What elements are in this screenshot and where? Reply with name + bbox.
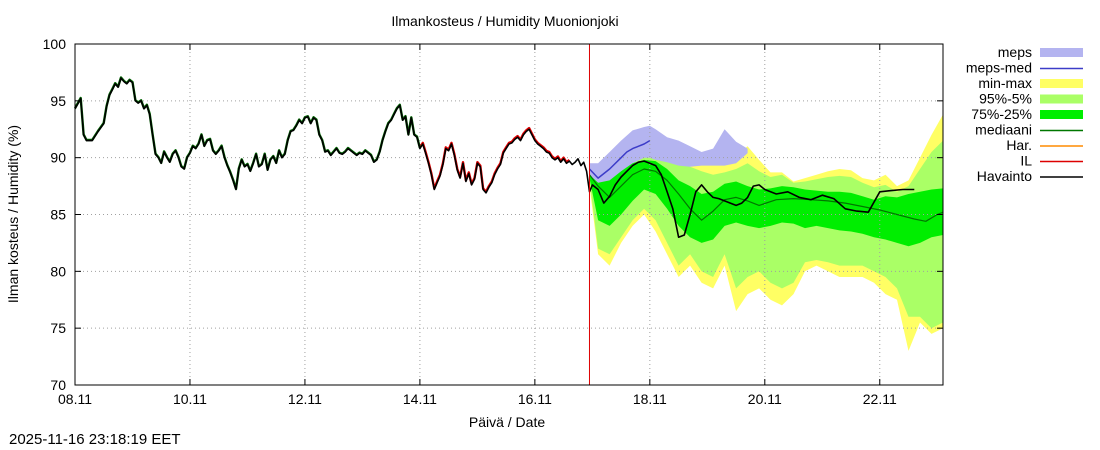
y-tick-label: 95 <box>50 93 66 109</box>
forecast-bands <box>589 114 943 351</box>
chart-title: Ilmankosteus / Humidity Muonionjoki <box>391 13 618 29</box>
har-history-line <box>73 76 422 191</box>
legend: mepsmeps-medmin-max95%-5%75%-25%mediaani… <box>966 44 1083 184</box>
y-tick-label: 85 <box>50 207 66 223</box>
legend-swatch-meps <box>1040 48 1083 57</box>
x-tick-label: 12.11 <box>288 391 322 407</box>
legend-swatch-minmax <box>1040 79 1083 88</box>
series-lines <box>73 44 944 385</box>
x-tick-label: 22.11 <box>863 391 897 407</box>
legend-label-meps: meps <box>998 44 1032 60</box>
legend-label-havainto: Havainto <box>977 168 1032 184</box>
y-tick-label: 70 <box>50 377 66 393</box>
axis-ticks: 70 75 80 85 90 95 100 08.11 10.11 12.11 14.11 16.11… <box>43 36 943 407</box>
meps-med-line <box>588 139 651 179</box>
timestamp: 2025-11-16 23:18:19 EET <box>9 431 181 448</box>
meps-band <box>589 125 748 183</box>
x-tick-label: 10.11 <box>173 391 207 407</box>
x-tick-label: 08.11 <box>58 391 92 407</box>
havainto-line <box>74 77 915 238</box>
grid-lines <box>75 44 943 385</box>
y-tick-label: 80 <box>50 263 66 279</box>
legend-label-il: IL <box>1020 153 1032 169</box>
legend-label-p95_5: 95%-5% <box>979 91 1032 107</box>
legend-label-har: Har. <box>1006 137 1032 153</box>
y-axis-label: Ilman kosteus / Humidity (%) <box>5 125 21 303</box>
legend-swatch-p95_5 <box>1040 94 1083 104</box>
x-tick-label: 18.11 <box>633 391 667 407</box>
y-tick-label: 90 <box>50 150 66 166</box>
legend-label-mediaani: mediaani <box>975 122 1032 138</box>
il-line <box>418 126 571 194</box>
legend-label-p75_25: 75%-25% <box>971 106 1032 122</box>
legend-label-minmax: min-max <box>978 75 1032 91</box>
x-tick-label: 20.11 <box>748 391 782 407</box>
mediaani-line <box>589 168 944 222</box>
x-tick-label: 14.11 <box>403 391 437 407</box>
legend-label-meps_med: meps-med <box>966 60 1032 76</box>
y-tick-label: 100 <box>43 36 67 52</box>
y-tick-label: 75 <box>50 320 66 336</box>
legend-swatch-p75_25 <box>1040 110 1083 119</box>
x-axis-label: Päivä / Date <box>469 414 545 430</box>
x-tick-label: 16.11 <box>518 391 552 407</box>
